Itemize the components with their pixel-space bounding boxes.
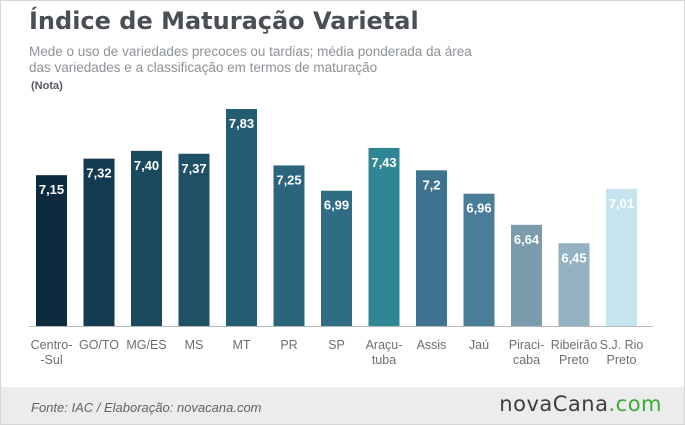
source-note: Fonte: IAC / Elaboração: novacana.com	[31, 400, 262, 415]
bar-value-label-1: 7,32	[86, 166, 111, 181]
category-label-1: GO/TO	[79, 338, 119, 352]
bar-12	[606, 188, 637, 326]
category-label-0: Centro--Sul	[31, 338, 73, 367]
bar-10	[511, 224, 542, 326]
bar-0	[36, 175, 67, 326]
bar-11	[558, 243, 590, 326]
category-label-7: Araçu-tuba	[366, 338, 403, 367]
chart-subtitle: Mede o uso de variedades precoces ou tar…	[29, 44, 472, 75]
bar-value-label-10: 6,64	[514, 232, 540, 247]
category-label-2: MG/ES	[126, 338, 166, 352]
bar-8	[416, 170, 447, 326]
category-label-5: PR	[280, 338, 297, 352]
logo-main-text: novaCana	[499, 392, 609, 416]
bar-value-label-8: 7,2	[422, 177, 440, 192]
logo-suffix-text: .com	[608, 392, 662, 416]
bar-value-label-6: 6,99	[324, 198, 349, 213]
bar-value-label-0: 7,15	[39, 182, 64, 197]
category-label-10: Piraci-caba	[509, 338, 544, 367]
bar-value-label-11: 6,45	[561, 250, 586, 265]
bar-value-label-2: 7,40	[134, 158, 159, 173]
bar-4	[226, 109, 257, 326]
footer-bar: Fonte: IAC / Elaboração: novacana.com no…	[1, 387, 684, 424]
bar-2	[131, 150, 162, 326]
bar-9	[463, 193, 495, 326]
category-label-12: S.J. Rio Preto	[600, 338, 644, 367]
bar-1	[83, 158, 115, 326]
bar-3	[178, 153, 210, 326]
bar-5	[273, 165, 305, 326]
category-label-4: MT	[232, 338, 250, 352]
bar-value-label-4: 7,83	[229, 116, 254, 131]
category-label-8: Assis	[417, 338, 447, 352]
bar-value-label-9: 6,96	[466, 201, 491, 216]
chart-title: Índice de Maturação Varietal	[29, 7, 419, 35]
bar-7	[368, 147, 400, 326]
bar-6	[321, 190, 352, 326]
category-label-11: Ribeirão Preto	[551, 338, 598, 367]
bar-chart: 7,15 Centro--Sul 7,32 GO/TO 7,40 MG/ES 7,37 MS 7…	[29, 109, 653, 367]
bar-value-label-5: 7,25	[276, 172, 301, 187]
unit-label: (Nota)	[31, 80, 63, 92]
category-label-6: SP	[328, 338, 345, 352]
category-label-3: MS	[185, 338, 204, 352]
category-label-9: Jaú	[469, 338, 489, 352]
novacana-logo: novaCana.com	[499, 392, 662, 416]
bar-value-label-7: 7,43	[371, 155, 396, 170]
bar-value-label-12: 7,01	[609, 196, 634, 211]
bar-value-label-3: 7,37	[181, 161, 206, 176]
